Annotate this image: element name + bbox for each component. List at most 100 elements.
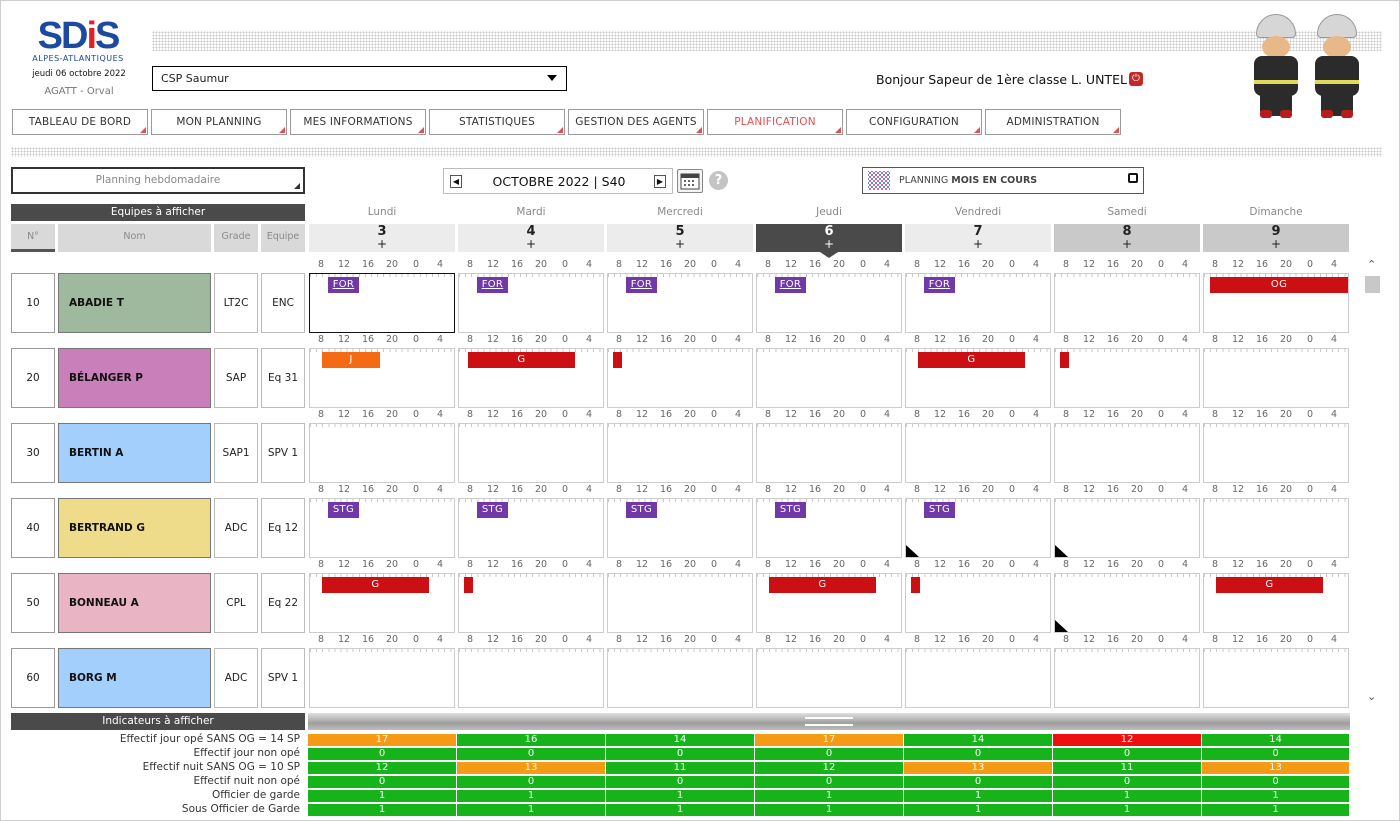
menu-item-6[interactable]: CONFIGURATION — [846, 109, 982, 135]
menu-item-5[interactable]: PLANIFICATION — [707, 109, 843, 135]
shift-stg[interactable]: STG — [626, 502, 657, 518]
calendar-icon[interactable] — [677, 169, 703, 193]
shift-g[interactable] — [613, 352, 622, 368]
shift-j[interactable]: J — [322, 352, 380, 368]
shift-g[interactable]: G — [468, 352, 575, 368]
add-shift-plus[interactable]: + — [823, 237, 835, 251]
shift-for[interactable]: FOR — [626, 277, 657, 293]
add-shift-plus[interactable]: + — [972, 237, 984, 251]
menu-item-4[interactable]: GESTION DES AGENTS — [568, 109, 704, 135]
planning-cell[interactable] — [309, 648, 455, 708]
planning-cell[interactable] — [458, 573, 604, 633]
planning-cell[interactable] — [309, 423, 455, 483]
agent-name[interactable]: BORG M — [58, 648, 211, 708]
planning-cell[interactable] — [1203, 348, 1349, 408]
indicator-value[interactable]: 1 — [308, 790, 456, 802]
shift-g[interactable] — [464, 577, 473, 593]
indicator-value[interactable]: 1 — [755, 790, 903, 802]
agent-number[interactable]: 10 — [11, 273, 55, 333]
col-header-num[interactable]: N° — [11, 224, 55, 252]
indicator-value[interactable]: 1 — [1202, 804, 1349, 816]
indicator-value[interactable]: 0 — [457, 748, 605, 760]
planning-cell[interactable]: FOR — [309, 273, 455, 333]
day-header[interactable]: 3 + — [309, 224, 455, 252]
planning-cell[interactable] — [1203, 498, 1349, 558]
day-header[interactable]: 9 + — [1203, 224, 1349, 252]
planning-cell[interactable]: G — [458, 348, 604, 408]
indicator-value[interactable]: 1 — [457, 804, 605, 816]
planning-cell[interactable] — [756, 348, 902, 408]
agent-number[interactable]: 20 — [11, 348, 55, 408]
indicator-value[interactable]: 12 — [308, 762, 456, 774]
planning-cell[interactable] — [607, 348, 753, 408]
planning-cell[interactable] — [1054, 273, 1200, 333]
planning-cell[interactable] — [458, 648, 604, 708]
indicator-value[interactable]: 11 — [1053, 762, 1201, 774]
shift-for[interactable]: FOR — [477, 277, 508, 293]
agent-name[interactable]: BONNEAU A — [58, 573, 211, 633]
agent-name[interactable]: BÉLANGER P — [58, 348, 211, 408]
shift-for[interactable]: FOR — [924, 277, 955, 293]
agent-number[interactable]: 40 — [11, 498, 55, 558]
planning-cell[interactable] — [756, 648, 902, 708]
agent-name[interactable]: BERTIN A — [58, 423, 211, 483]
agent-number[interactable]: 30 — [11, 423, 55, 483]
indicator-value[interactable]: 0 — [606, 748, 754, 760]
planning-cell[interactable]: STG — [309, 498, 455, 558]
planning-cell[interactable]: STG — [607, 498, 753, 558]
indicator-value[interactable]: 11 — [606, 762, 754, 774]
indicator-value[interactable]: 1 — [308, 804, 456, 816]
help-icon[interactable]: ? — [709, 171, 728, 190]
indicator-value[interactable]: 0 — [457, 776, 605, 788]
planning-scrollbar[interactable]: ⌃ ⌄ — [1364, 258, 1381, 710]
indicator-value[interactable]: 0 — [1202, 776, 1349, 788]
indicator-value[interactable]: 17 — [755, 734, 903, 746]
indicators-resize-handle[interactable] — [308, 713, 1350, 730]
planning-cell[interactable] — [1054, 648, 1200, 708]
planning-cell[interactable]: J — [309, 348, 455, 408]
col-header-name[interactable]: Nom — [58, 224, 211, 252]
site-select[interactable]: CSP Saumur — [152, 66, 567, 91]
indicator-value[interactable]: 14 — [606, 734, 754, 746]
comment-marker-icon[interactable] — [1055, 545, 1068, 557]
shift-og[interactable]: OG — [1210, 277, 1348, 293]
add-shift-plus[interactable]: + — [525, 237, 537, 251]
indicator-value[interactable]: 1 — [606, 790, 754, 802]
indicator-value[interactable]: 1 — [904, 790, 1052, 802]
planning-cell[interactable] — [458, 423, 604, 483]
shift-stg[interactable]: STG — [328, 502, 359, 518]
indicator-value[interactable]: 16 — [457, 734, 605, 746]
shift-stg[interactable]: STG — [775, 502, 806, 518]
indicator-value[interactable]: 1 — [457, 790, 605, 802]
planning-cell[interactable] — [1054, 498, 1200, 558]
unlock-icon[interactable] — [1128, 173, 1138, 183]
planning-cell[interactable]: FOR — [756, 273, 902, 333]
planning-cell[interactable]: STG — [458, 498, 604, 558]
scrollbar-thumb[interactable] — [1365, 276, 1380, 293]
indicator-value[interactable]: 0 — [1053, 748, 1201, 760]
indicator-value[interactable]: 14 — [904, 734, 1052, 746]
indicator-value[interactable]: 1 — [1202, 790, 1349, 802]
col-header-team[interactable]: Equipe — [261, 224, 305, 252]
planning-cell[interactable] — [756, 423, 902, 483]
shift-stg[interactable]: STG — [477, 502, 508, 518]
comment-marker-icon[interactable] — [1055, 620, 1068, 632]
planning-cell[interactable]: STG — [756, 498, 902, 558]
add-shift-plus[interactable]: + — [376, 237, 388, 251]
indicator-value[interactable]: 0 — [755, 776, 903, 788]
planning-cell[interactable] — [607, 573, 753, 633]
indicator-value[interactable]: 0 — [1202, 748, 1349, 760]
planning-cell[interactable]: G — [905, 348, 1051, 408]
indicator-value[interactable]: 0 — [1053, 776, 1201, 788]
planning-cell[interactable] — [1054, 423, 1200, 483]
indicator-value[interactable]: 1 — [755, 804, 903, 816]
indicator-value[interactable]: 0 — [904, 776, 1052, 788]
indicator-value[interactable]: 13 — [1202, 762, 1349, 774]
planning-cell[interactable]: G — [1203, 573, 1349, 633]
scroll-up-icon[interactable]: ⌃ — [1367, 258, 1377, 271]
shift-for[interactable]: FOR — [775, 277, 806, 293]
planning-cell[interactable] — [905, 423, 1051, 483]
indicator-value[interactable]: 17 — [308, 734, 456, 746]
agent-name[interactable]: ABADIE T — [58, 273, 211, 333]
planning-cell[interactable]: FOR — [905, 273, 1051, 333]
